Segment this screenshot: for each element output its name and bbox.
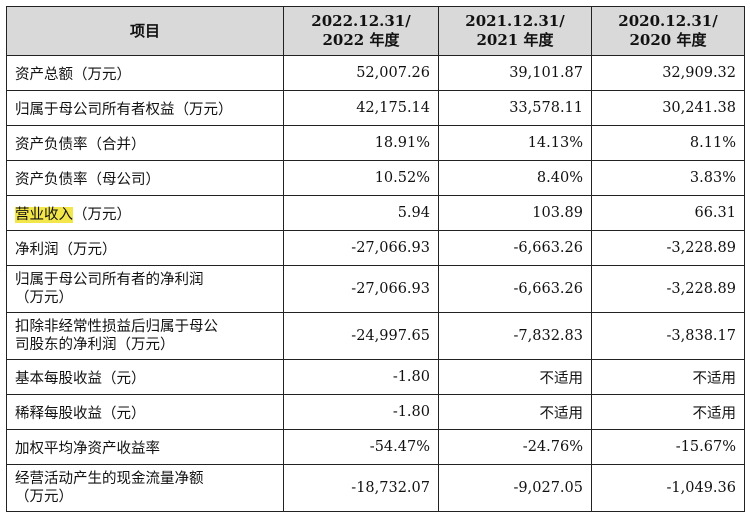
financial-summary-table: 项目 2022.12.31/2022 年度 2021.12.31/2021 年度… <box>6 6 745 512</box>
cell-2021: 8.40% <box>438 160 592 196</box>
row-label: 资产总额（万元） <box>6 55 284 91</box>
cell-2020: -3,228.89 <box>591 265 745 313</box>
highlighted-text: 营业收入 <box>15 206 73 223</box>
table-row: 归属于母公司所有者的净利润 （万元） -27,066.93 -6,663.26 -… <box>6 265 745 313</box>
cell-2022: 42,175.14 <box>283 90 439 126</box>
cell-2020: -15.67% <box>591 429 745 465</box>
cell-2020: 66.31 <box>591 195 745 231</box>
row-label: 加权平均净资产收益率 <box>6 429 284 465</box>
cell-2020: 30,241.38 <box>591 90 745 126</box>
table-row: 净利润（万元） -27,066.93 -6,663.26 -3,228.89 <box>6 230 745 266</box>
cell-2020: 8.11% <box>591 125 745 161</box>
cell-2021: -6,663.26 <box>438 230 592 266</box>
cell-2020: 32,909.32 <box>591 55 745 91</box>
cell-2022: -1.80 <box>283 359 439 395</box>
row-label: 资产负债率（合并） <box>6 125 284 161</box>
header-2020: 2020.12.31/2020 年度 <box>591 6 745 56</box>
cell-2022: 5.94 <box>283 195 439 231</box>
cell-2022: 18.91% <box>283 125 439 161</box>
cell-2022: -18,732.07 <box>283 464 439 512</box>
table-row: 加权平均净资产收益率 -54.47% -24.76% -15.67% <box>6 429 745 465</box>
cell-2021: 33,578.11 <box>438 90 592 126</box>
row-label: 稀释每股收益（元） <box>6 394 284 430</box>
row-label: 经营活动产生的现金流量净额 （万元） <box>6 464 284 512</box>
cell-2021: 14.13% <box>438 125 592 161</box>
header-2022: 2022.12.31/2022 年度 <box>283 6 439 56</box>
row-label: 净利润（万元） <box>6 230 284 266</box>
table-row: 经营活动产生的现金流量净额 （万元） -18,732.07 -9,027.05 -… <box>6 464 745 512</box>
cell-2022: -27,066.93 <box>283 265 439 313</box>
cell-2021: -6,663.26 <box>438 265 592 313</box>
cell-2021: 103.89 <box>438 195 592 231</box>
table-row: 资产负债率（合并） 18.91% 14.13% 8.11% <box>6 125 745 161</box>
table-row: 营业收入（万元） 5.94 103.89 66.31 <box>6 195 745 231</box>
row-label: 归属于母公司所有者权益（万元） <box>6 90 284 126</box>
cell-2021: 39,101.87 <box>438 55 592 91</box>
row-label: 归属于母公司所有者的净利润 （万元） <box>6 265 284 313</box>
row-label: 基本每股收益（元） <box>6 359 284 395</box>
header-2021: 2021.12.31/2021 年度 <box>438 6 592 56</box>
cell-2020: 不适用 <box>591 359 745 395</box>
table-row: 稀释每股收益（元） -1.80 不适用 不适用 <box>6 394 745 430</box>
cell-2020: -3,838.17 <box>591 312 745 360</box>
cell-2021: -7,832.83 <box>438 312 592 360</box>
cell-2022: -1.80 <box>283 394 439 430</box>
cell-2021: 不适用 <box>438 359 592 395</box>
table-row: 资产总额（万元） 52,007.26 39,101.87 32,909.32 <box>6 55 745 91</box>
cell-2020: 不适用 <box>591 394 745 430</box>
row-label: 营业收入（万元） <box>6 195 284 231</box>
cell-2021: -24.76% <box>438 429 592 465</box>
cell-2021: 不适用 <box>438 394 592 430</box>
header-item: 项目 <box>6 6 284 56</box>
cell-2022: -54.47% <box>283 429 439 465</box>
cell-2020: 3.83% <box>591 160 745 196</box>
header-row: 项目 2022.12.31/2022 年度 2021.12.31/2021 年度… <box>6 6 745 56</box>
cell-2021: -9,027.05 <box>438 464 592 512</box>
table-row: 资产负债率（母公司） 10.52% 8.40% 3.83% <box>6 160 745 196</box>
cell-2022: 52,007.26 <box>283 55 439 91</box>
cell-2020: -3,228.89 <box>591 230 745 266</box>
table-row: 基本每股收益（元） -1.80 不适用 不适用 <box>6 359 745 395</box>
row-label: 资产负债率（母公司） <box>6 160 284 196</box>
row-label: 扣除非经常性损益后归属于母公 司股东的净利润（万元） <box>6 312 284 360</box>
cell-2022: 10.52% <box>283 160 439 196</box>
cell-2020: -1,049.36 <box>591 464 745 512</box>
table-row: 扣除非经常性损益后归属于母公 司股东的净利润（万元） -24,997.65 -7,… <box>6 312 745 360</box>
table-row: 归属于母公司所有者权益（万元） 42,175.14 33,578.11 30,2… <box>6 90 745 126</box>
cell-2022: -27,066.93 <box>283 230 439 266</box>
cell-2022: -24,997.65 <box>283 312 439 360</box>
